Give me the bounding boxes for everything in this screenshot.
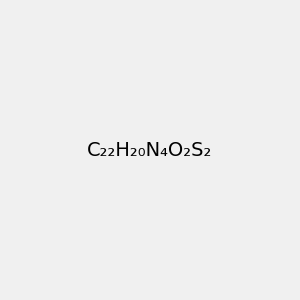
Text: C₂₂H₂₀N₄O₂S₂: C₂₂H₂₀N₄O₂S₂ [87, 140, 213, 160]
